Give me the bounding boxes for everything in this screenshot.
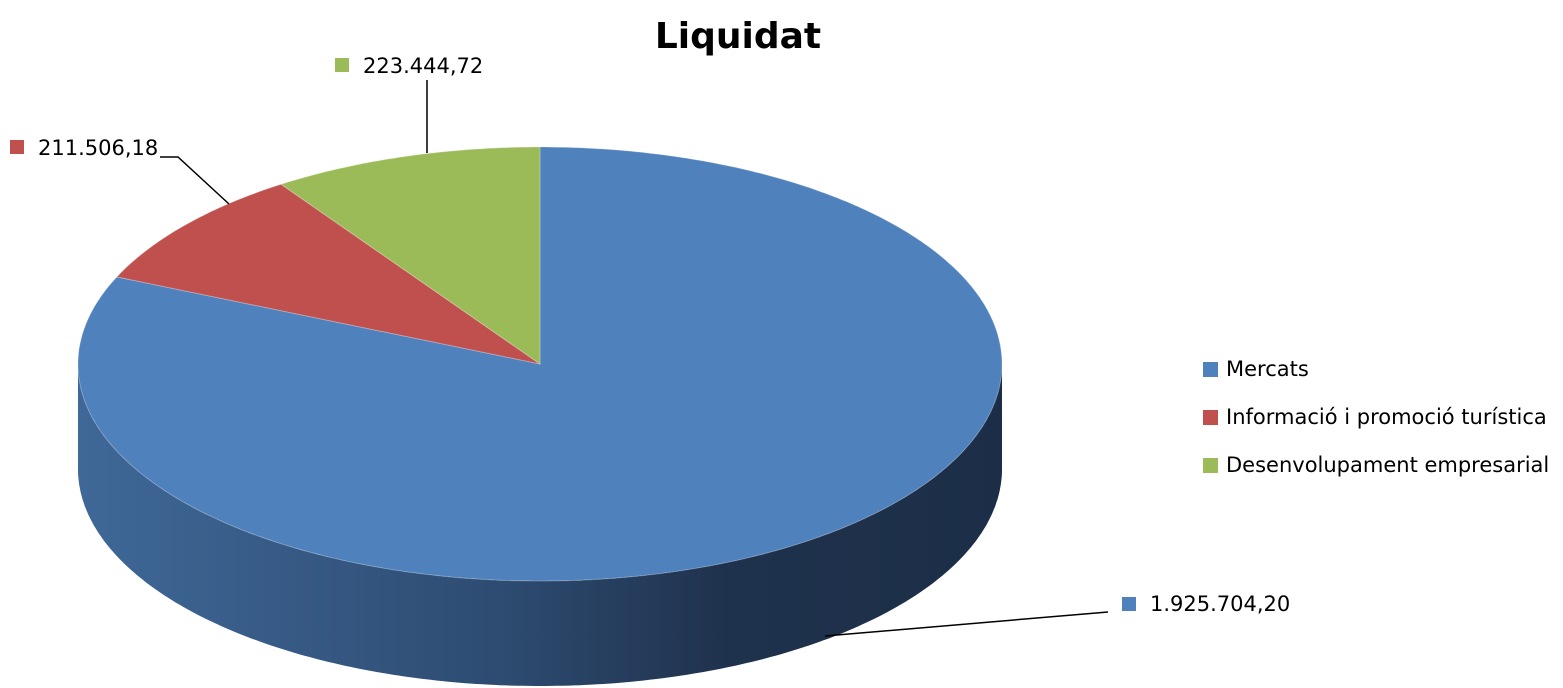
- data-label: 1.925.704,20: [1150, 592, 1290, 616]
- leader-line: [160, 156, 230, 205]
- legend-label: Mercats: [1226, 357, 1309, 381]
- legend-key: [1203, 458, 1218, 473]
- label-key: [10, 140, 24, 154]
- legend-label: Desenvolupament empresarial: [1226, 453, 1549, 477]
- legend-key: [1203, 410, 1218, 425]
- slice-side: [78, 364, 1002, 686]
- legend-label: Informació i promoció turística: [1226, 405, 1547, 429]
- leader-line: [824, 611, 1109, 637]
- slice: [279, 146, 541, 365]
- data-label: 223.444,72: [363, 54, 483, 78]
- legend-key: [1203, 362, 1218, 377]
- slice: [115, 183, 541, 365]
- data-label: 211.506,18: [38, 136, 158, 160]
- label-key: [335, 58, 349, 72]
- chart-title: Liquidat: [655, 16, 821, 57]
- label-key: [1122, 597, 1136, 611]
